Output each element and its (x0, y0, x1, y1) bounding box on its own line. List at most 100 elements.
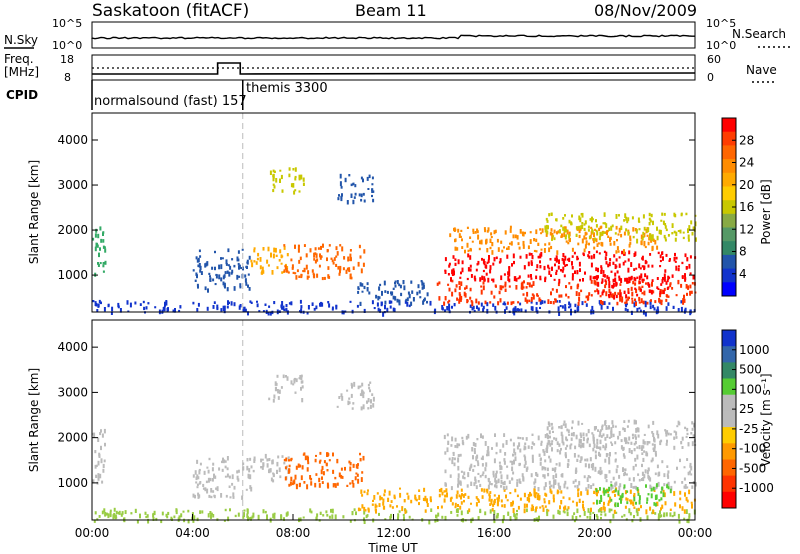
power-echo-cell (607, 235, 610, 238)
vel-echo-cell (614, 502, 617, 508)
vel-echo-cell (476, 460, 479, 463)
colorbar-tick-label: 20 (739, 178, 754, 192)
power-echo-cell (223, 283, 226, 288)
power-echo-cell (680, 213, 683, 217)
power-echo-cell (555, 218, 558, 222)
power-echo-cell (633, 302, 636, 308)
vel-echo-cell (494, 433, 496, 437)
power-echo-cell (636, 307, 639, 313)
vel-echo-cell (670, 485, 673, 491)
vel-echo-cell (480, 488, 483, 492)
vel-echo-cell (633, 494, 635, 498)
power-echo-cell (551, 288, 554, 291)
power-echo-cell (359, 282, 362, 287)
power-echo-cell (626, 281, 629, 284)
vel-echo-cell (636, 454, 639, 460)
power-echo-cell (634, 282, 637, 286)
vel-echo-cell (208, 457, 211, 461)
power-echo-cell (400, 292, 403, 297)
power-echo-cell (486, 302, 489, 307)
power-echo-cell (528, 299, 531, 303)
vel-echo-cell (134, 508, 137, 513)
vel-echo-cell (473, 451, 476, 454)
power-echo-cell (568, 301, 571, 306)
power-echo-cell (328, 244, 331, 247)
vel-echo-cell (109, 509, 112, 512)
vel-echo-cell (660, 514, 663, 518)
vel-echo-cell (641, 478, 643, 481)
power-echo-cell (332, 261, 335, 265)
power-echo-cell (656, 245, 659, 250)
power-echo-cell (506, 301, 509, 305)
vel-echo-cell (546, 448, 549, 453)
vel-echo-cell (598, 500, 601, 504)
vel-echo-cell (496, 513, 499, 519)
power-echo-cell (96, 244, 99, 248)
power-echo-cell (582, 253, 585, 257)
y-tick-label: 4000 (57, 133, 88, 147)
vel-echo-cell (559, 450, 562, 455)
vel-echo-cell (603, 501, 605, 506)
power-echo-cell (585, 232, 588, 235)
vel-echo-cell (640, 505, 642, 509)
vel-echo-cell (341, 476, 344, 479)
vel-echo-cell (489, 509, 492, 514)
power-echo-cell (671, 287, 674, 290)
vel-echo-cell (590, 463, 593, 468)
power-echo-cell (233, 302, 236, 307)
vel-echo-cell (654, 503, 657, 507)
vel-echo-cell (634, 457, 637, 462)
power-echo-cell (658, 297, 661, 303)
vel-echo-cell (359, 452, 361, 456)
power-echo-cell (92, 237, 95, 241)
vel-echo-cell (349, 482, 352, 485)
vel-echo-cell (477, 500, 480, 503)
vel-echo-cell (537, 435, 540, 441)
power-echo-cell (479, 240, 481, 245)
vel-echo-cell (660, 497, 663, 501)
vel-echo-cell (467, 472, 470, 478)
power-echo-cell (386, 290, 389, 294)
vel-echo-cell (608, 456, 611, 460)
power-echo-cell (664, 225, 667, 229)
power-echo-cell (563, 261, 566, 265)
vel-echo-cell (614, 493, 616, 497)
power-echo-cell (92, 300, 95, 303)
power-echo-cell (455, 284, 458, 288)
vel-echo-cell (375, 509, 377, 514)
power-echo-cell (558, 229, 561, 234)
vel-echo-cell (460, 501, 463, 505)
vel-echo-cell (612, 424, 615, 428)
vel-echo-cell (500, 466, 503, 470)
power-echo-cell (558, 259, 560, 265)
power-echo-cell (233, 264, 236, 268)
power-echo-cell (585, 303, 588, 307)
vel-echo-cell (361, 504, 364, 509)
power-echo-cell (618, 214, 620, 217)
power-echo-cell (593, 232, 595, 238)
power-echo-cell (664, 269, 667, 273)
power-echo-cell (615, 214, 618, 219)
vel-echo-cell (589, 511, 592, 516)
vel-echo-cell (509, 438, 512, 442)
power-echo-cell (490, 236, 493, 239)
vel-echo-cell (610, 487, 613, 491)
vel-echo-cell (599, 466, 602, 471)
power-echo-cell (625, 304, 628, 308)
power-echo-cell (459, 276, 462, 279)
power-echo-cell (493, 257, 496, 262)
power-echo-cell (547, 299, 550, 304)
power-echo-cell (200, 271, 203, 275)
power-echo-cell (632, 235, 635, 239)
power-echo-cell (239, 304, 242, 308)
power-echo-cell (540, 251, 543, 257)
power-echo-cell (624, 277, 627, 282)
vel-echo-cell (582, 442, 585, 448)
power-echo-cell (562, 266, 565, 271)
vel-echo-cell (378, 503, 381, 507)
power-echo-cell (548, 213, 551, 217)
power-echo-cell (438, 281, 441, 285)
power-echo-cell (561, 305, 564, 309)
power-echo-cell (311, 302, 314, 306)
vel-echo-cell (475, 496, 478, 499)
